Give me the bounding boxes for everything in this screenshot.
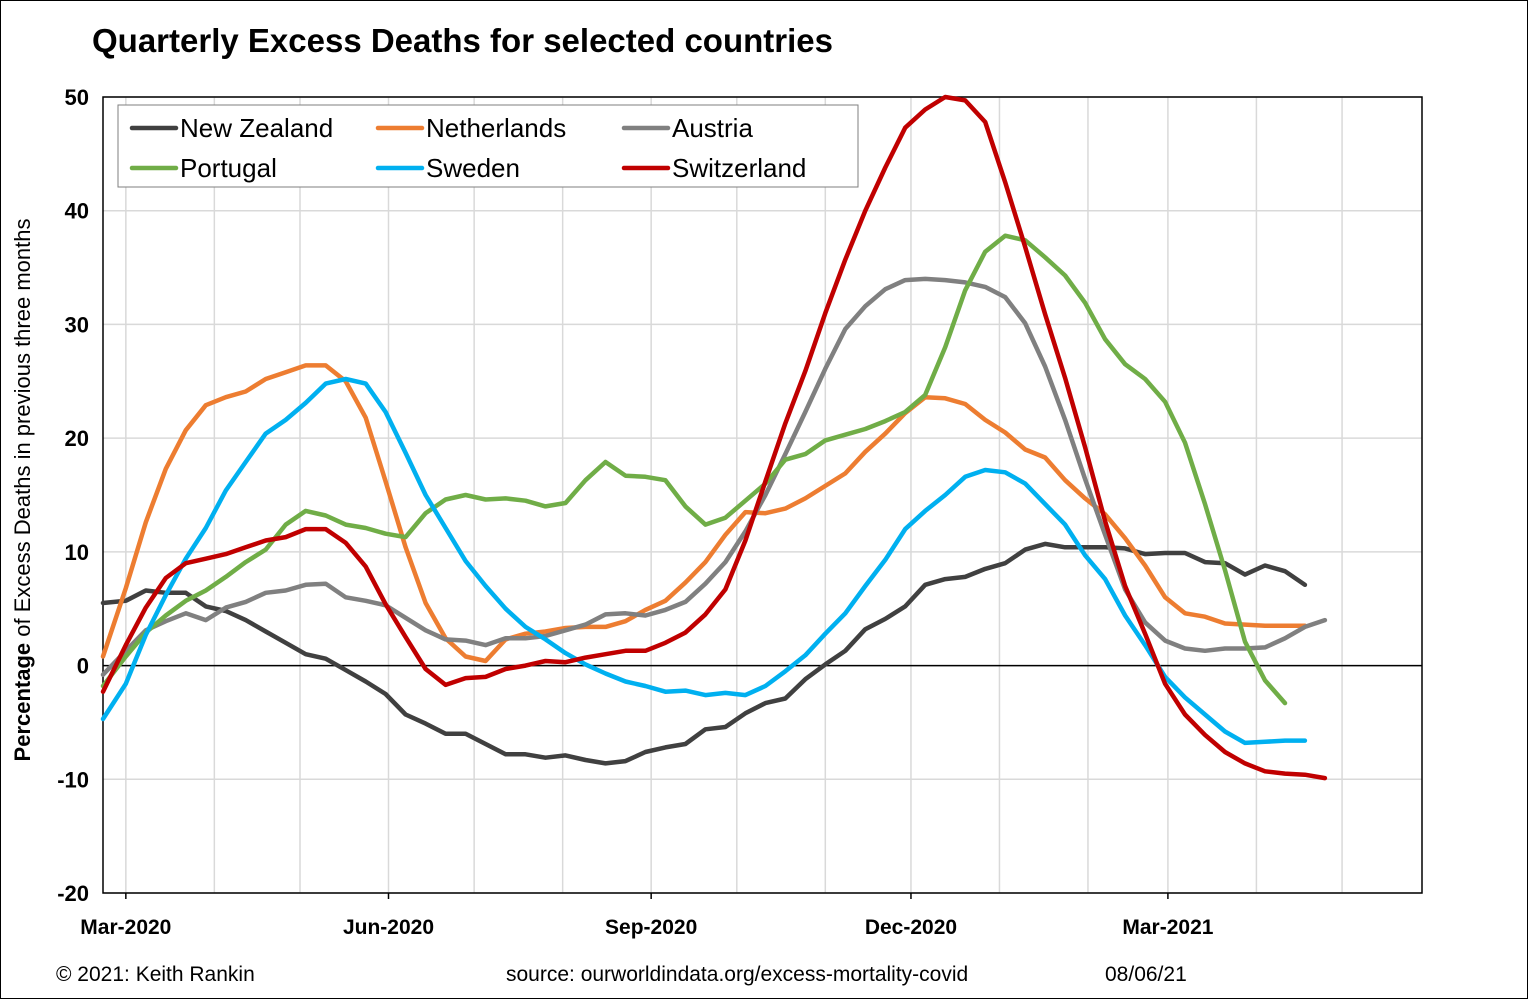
- series-line-sweden: [100, 376, 1308, 746]
- chart-title: Quarterly Excess Deaths for selected cou…: [92, 22, 833, 59]
- legend-label-new-zealand: New Zealand: [180, 113, 333, 143]
- series-line-austria: [100, 276, 1328, 677]
- y-axis-label: Percentage of Excess Deaths in previous …: [10, 219, 35, 762]
- x-axis-ticks: Mar-2020 Jun-2020 Sep-2020 Dec-2020 Mar-2021: [80, 893, 1214, 939]
- y-axis-label-rest: of Excess Deaths in previous three month…: [10, 219, 35, 643]
- legend: New Zealand Netherlands Austria Portugal Swe…: [117, 104, 859, 188]
- x-tick-label: Mar-2020: [80, 916, 171, 939]
- copyright-text: © 2021: Keith Rankin: [56, 963, 255, 986]
- legend-label-austria: Austria: [672, 113, 753, 143]
- y-tick-label: 50: [65, 85, 89, 110]
- y-tick-label: 10: [65, 540, 89, 565]
- y-tick-label: 40: [65, 199, 89, 224]
- legend-label-switzerland: Switzerland: [672, 153, 806, 183]
- legend-label-sweden: Sweden: [426, 153, 520, 183]
- y-axis-ticks: -20 -10 0 10 20 30 40 50: [57, 85, 89, 906]
- legend-label-portugal: Portugal: [180, 153, 277, 183]
- y-axis-label-bold: Percentage: [10, 643, 35, 762]
- y-tick-label: -20: [57, 881, 89, 906]
- plot-area-border: [102, 96, 1423, 894]
- series-line-switzerland: [100, 94, 1328, 781]
- x-tick-label: Dec-2020: [865, 916, 957, 939]
- source-text: source: ourworldindata.org/excess-mortal…: [506, 963, 968, 986]
- legend-label-netherlands: Netherlands: [426, 113, 566, 143]
- date-text: 08/06/21: [1105, 963, 1187, 986]
- x-tick-label: Jun-2020: [343, 916, 434, 939]
- series-line-portugal: [100, 233, 1288, 706]
- series-lines: [100, 94, 1328, 781]
- series-line-new-zealand: [100, 541, 1308, 766]
- legend-box: [117, 104, 859, 188]
- y-tick-label: 30: [65, 312, 89, 337]
- y-tick-label: 20: [65, 426, 89, 451]
- x-tick-label: Sep-2020: [605, 916, 697, 939]
- y-tick-label: -10: [57, 767, 89, 792]
- x-tick-label: Mar-2021: [1122, 916, 1213, 939]
- y-tick-label: 0: [77, 654, 89, 679]
